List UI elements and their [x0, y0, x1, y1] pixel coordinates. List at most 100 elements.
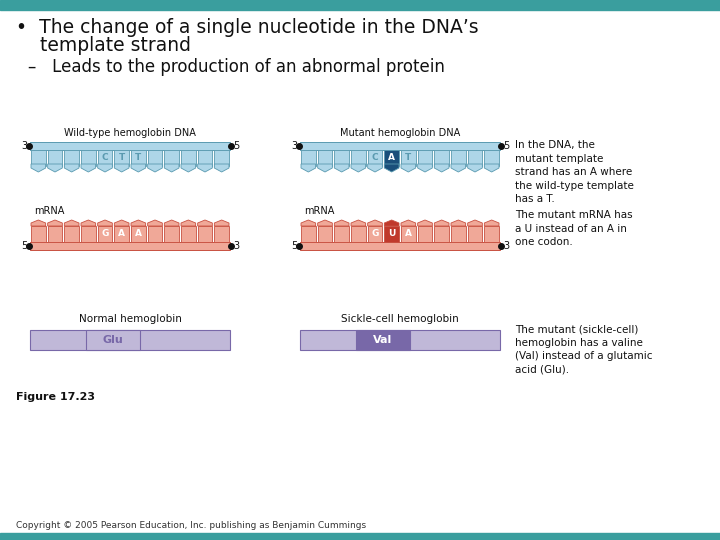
Bar [31, 226, 45, 242]
Text: Mutant hemoglobin DNA: Mutant hemoglobin DNA [340, 128, 460, 138]
Bar [148, 226, 162, 242]
Bar [301, 226, 315, 242]
Polygon shape [148, 220, 162, 226]
Bar [64, 226, 79, 242]
Text: Wild-type hemoglobin DNA: Wild-type hemoglobin DNA [64, 128, 196, 138]
Bar [300, 330, 500, 350]
Polygon shape [164, 164, 179, 172]
Bar [334, 150, 349, 166]
Bar [30, 330, 230, 350]
Text: Copyright © 2005 Pearson Education, Inc. publishing as Benjamin Cummings: Copyright © 2005 Pearson Education, Inc.… [16, 522, 366, 530]
Bar [300, 242, 500, 250]
Text: Figure 17.23: Figure 17.23 [16, 392, 95, 402]
Bar [401, 226, 415, 242]
Text: 3: 3 [233, 241, 239, 251]
Polygon shape [401, 220, 415, 226]
Text: Normal hemoglobin: Normal hemoglobin [78, 314, 181, 324]
Text: –   Leads to the production of an abnormal protein: – Leads to the production of an abnormal… [28, 58, 445, 76]
Polygon shape [384, 164, 399, 172]
Polygon shape [418, 220, 432, 226]
Bar [368, 150, 382, 166]
Polygon shape [301, 220, 315, 226]
Polygon shape [384, 220, 399, 226]
Bar [114, 226, 129, 242]
Bar [86, 330, 140, 350]
Polygon shape [181, 164, 196, 172]
Bar [148, 150, 162, 166]
Polygon shape [48, 164, 63, 172]
Bar [301, 150, 315, 166]
Text: The mutant (sickle-cell)
hemoglobin has a valine
(Val) instead of a glutamic
aci: The mutant (sickle-cell) hemoglobin has … [515, 324, 652, 375]
Text: A: A [388, 152, 395, 161]
Polygon shape [301, 164, 315, 172]
Bar [418, 150, 432, 166]
Polygon shape [485, 164, 499, 172]
Bar [81, 150, 96, 166]
Polygon shape [368, 164, 382, 172]
Text: mRNA: mRNA [34, 206, 64, 216]
Text: 3: 3 [21, 141, 27, 151]
Bar [351, 226, 366, 242]
Bar [30, 242, 230, 250]
Bar [368, 226, 382, 242]
Bar [81, 226, 96, 242]
Text: A: A [135, 230, 142, 239]
Bar [0, 533, 720, 540]
Text: A: A [405, 230, 412, 239]
Text: C: C [102, 152, 108, 161]
Bar [30, 142, 230, 150]
Polygon shape [164, 220, 179, 226]
Polygon shape [181, 220, 196, 226]
Bar [334, 226, 349, 242]
Bar [164, 150, 179, 166]
Polygon shape [81, 220, 96, 226]
Polygon shape [148, 164, 162, 172]
Polygon shape [418, 164, 432, 172]
Text: T: T [405, 152, 411, 161]
Bar [318, 226, 333, 242]
Bar [384, 226, 399, 242]
Polygon shape [64, 220, 79, 226]
Polygon shape [114, 164, 129, 172]
Text: •  The change of a single nucleotide in the DNA’s: • The change of a single nucleotide in t… [16, 18, 479, 37]
Bar [451, 150, 466, 166]
Bar [48, 226, 63, 242]
Text: T: T [135, 152, 141, 161]
Text: A: A [118, 230, 125, 239]
Text: 5: 5 [291, 241, 297, 251]
Text: 5: 5 [503, 141, 509, 151]
Bar [64, 150, 79, 166]
Bar [181, 226, 196, 242]
Polygon shape [434, 220, 449, 226]
Polygon shape [434, 164, 449, 172]
Text: template strand: template strand [16, 36, 191, 55]
Text: Sickle-cell hemoglobin: Sickle-cell hemoglobin [341, 314, 459, 324]
Bar [356, 330, 410, 350]
Text: The mutant mRNA has
a U instead of an A in
one codon.: The mutant mRNA has a U instead of an A … [515, 210, 633, 247]
Bar [98, 226, 112, 242]
Bar [468, 150, 482, 166]
Polygon shape [81, 164, 96, 172]
Text: T: T [119, 152, 125, 161]
Bar [401, 150, 415, 166]
Text: 5: 5 [233, 141, 239, 151]
Polygon shape [451, 164, 466, 172]
Bar [131, 150, 145, 166]
Polygon shape [318, 220, 333, 226]
Bar [215, 226, 229, 242]
Polygon shape [401, 164, 415, 172]
Polygon shape [98, 164, 112, 172]
Bar [198, 150, 212, 166]
Text: Glu: Glu [103, 335, 123, 345]
Polygon shape [334, 164, 349, 172]
Bar [31, 150, 45, 166]
Polygon shape [334, 220, 349, 226]
Polygon shape [31, 164, 45, 172]
Bar [131, 226, 145, 242]
Polygon shape [131, 220, 145, 226]
Text: Val: Val [374, 335, 392, 345]
Text: G: G [102, 230, 109, 239]
Polygon shape [48, 220, 63, 226]
Bar [434, 226, 449, 242]
Text: In the DNA, the
mutant template
strand has an A where
the wild-type template
has: In the DNA, the mutant template strand h… [515, 140, 634, 205]
